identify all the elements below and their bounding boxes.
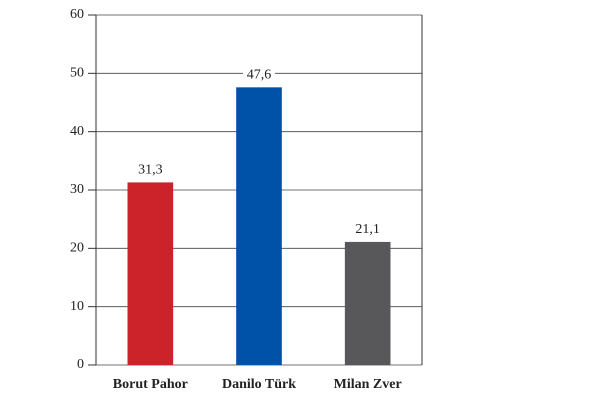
y-tick-label: 60 [70, 7, 84, 22]
value-label-bg [134, 160, 167, 179]
y-tick-label: 0 [77, 357, 84, 372]
x-tick-label: Borut Pahor [113, 377, 188, 392]
x-tick-label: Danilo Türk [222, 377, 296, 392]
y-tick-label: 20 [70, 241, 84, 256]
value-label: 21,1 [355, 222, 380, 237]
y-tick-label: 40 [70, 124, 84, 139]
value-label: 47,6 [247, 68, 272, 83]
value-label: 31,3 [138, 163, 163, 178]
value-label-bg [351, 219, 384, 238]
x-tick-label: Milan Zver [334, 377, 402, 392]
bar [236, 87, 282, 365]
y-tick-label: 10 [70, 299, 84, 314]
y-tick-label: 30 [70, 182, 84, 197]
bar [344, 241, 391, 365]
y-tick-label: 50 [70, 66, 84, 81]
bar [127, 182, 174, 365]
value-label-bg [243, 65, 275, 84]
